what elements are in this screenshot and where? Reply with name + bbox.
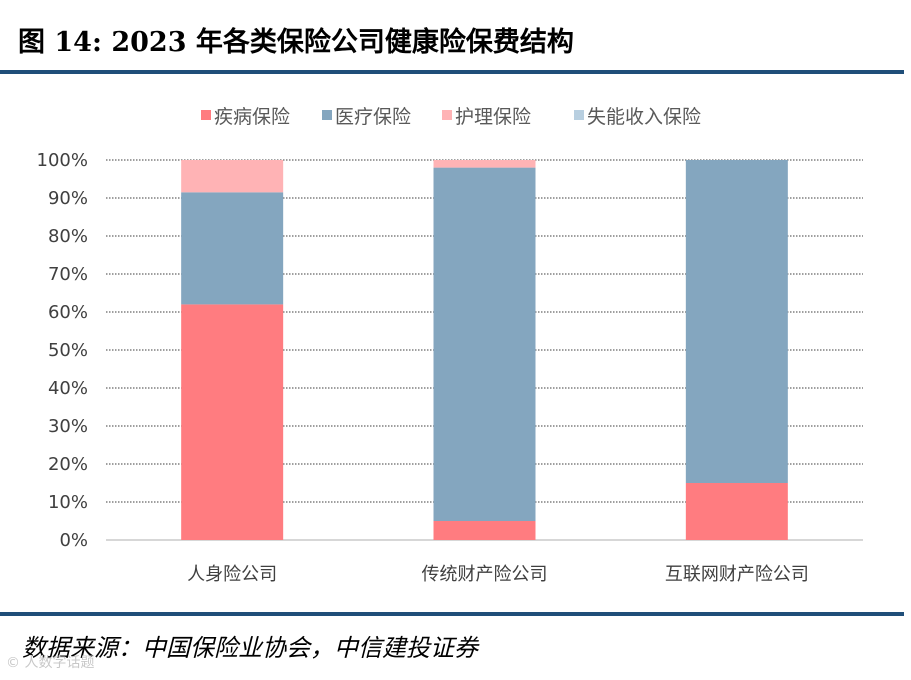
y-tick-label: 10% xyxy=(48,492,88,513)
legend-swatch xyxy=(201,110,211,120)
legend-swatch xyxy=(442,110,452,120)
x-category-label: 人身险公司 xyxy=(187,564,277,585)
source-rule xyxy=(0,612,904,616)
bars xyxy=(181,160,788,540)
legend-label: 医疗保险 xyxy=(335,106,411,128)
y-tick-label: 90% xyxy=(48,188,88,209)
x-axis-category-labels: 人身险公司 传统财产险公司 互联网财产险公司 xyxy=(187,564,809,585)
y-axis-tick-labels: 0% 10% 20% 30% 40% 50% 60% 70% 80% 90% 100% xyxy=(37,150,88,551)
bar-segment xyxy=(181,160,284,193)
y-tick-label: 100% xyxy=(37,150,88,171)
y-tick-label: 20% xyxy=(48,454,88,475)
y-tick-label: 0% xyxy=(59,530,88,551)
y-tick-label: 40% xyxy=(48,378,88,399)
bar-segment xyxy=(181,192,284,305)
legend: 疾病保险 医疗保险 护理保险 失能收入保险 xyxy=(201,106,701,128)
legend-label: 疾病保险 xyxy=(214,106,290,128)
x-category-label: 传统财产险公司 xyxy=(422,564,548,585)
y-tick-label: 80% xyxy=(48,226,88,247)
bar-segment xyxy=(433,521,536,540)
y-tick-label: 70% xyxy=(48,264,88,285)
figure-title: 图 14: 2023 年各类保险公司健康险保费结构 xyxy=(18,27,574,58)
watermark: © 人数字话题 xyxy=(6,655,95,671)
legend-label: 失能收入保险 xyxy=(587,106,701,128)
y-tick-label: 60% xyxy=(48,302,88,323)
legend-swatch xyxy=(322,110,332,120)
bar-segment xyxy=(433,167,536,521)
bar-segment xyxy=(433,160,536,168)
y-tick-label: 30% xyxy=(48,416,88,437)
bar-segment xyxy=(685,160,788,483)
bar-segment xyxy=(181,304,284,540)
title-rule xyxy=(0,70,904,74)
bar-segment xyxy=(685,483,788,540)
x-category-label: 互联网财产险公司 xyxy=(665,564,809,585)
legend-label: 护理保险 xyxy=(455,106,531,128)
legend-swatch xyxy=(574,110,584,120)
stacked-bar-chart: 0% 10% 20% 30% 40% 50% 60% 70% 80% 90% 100% 人身险公司 传… xyxy=(37,106,863,585)
y-tick-label: 50% xyxy=(48,340,88,361)
source-note: 数据来源：中国保险业协会，中信建投证券 xyxy=(22,634,478,662)
